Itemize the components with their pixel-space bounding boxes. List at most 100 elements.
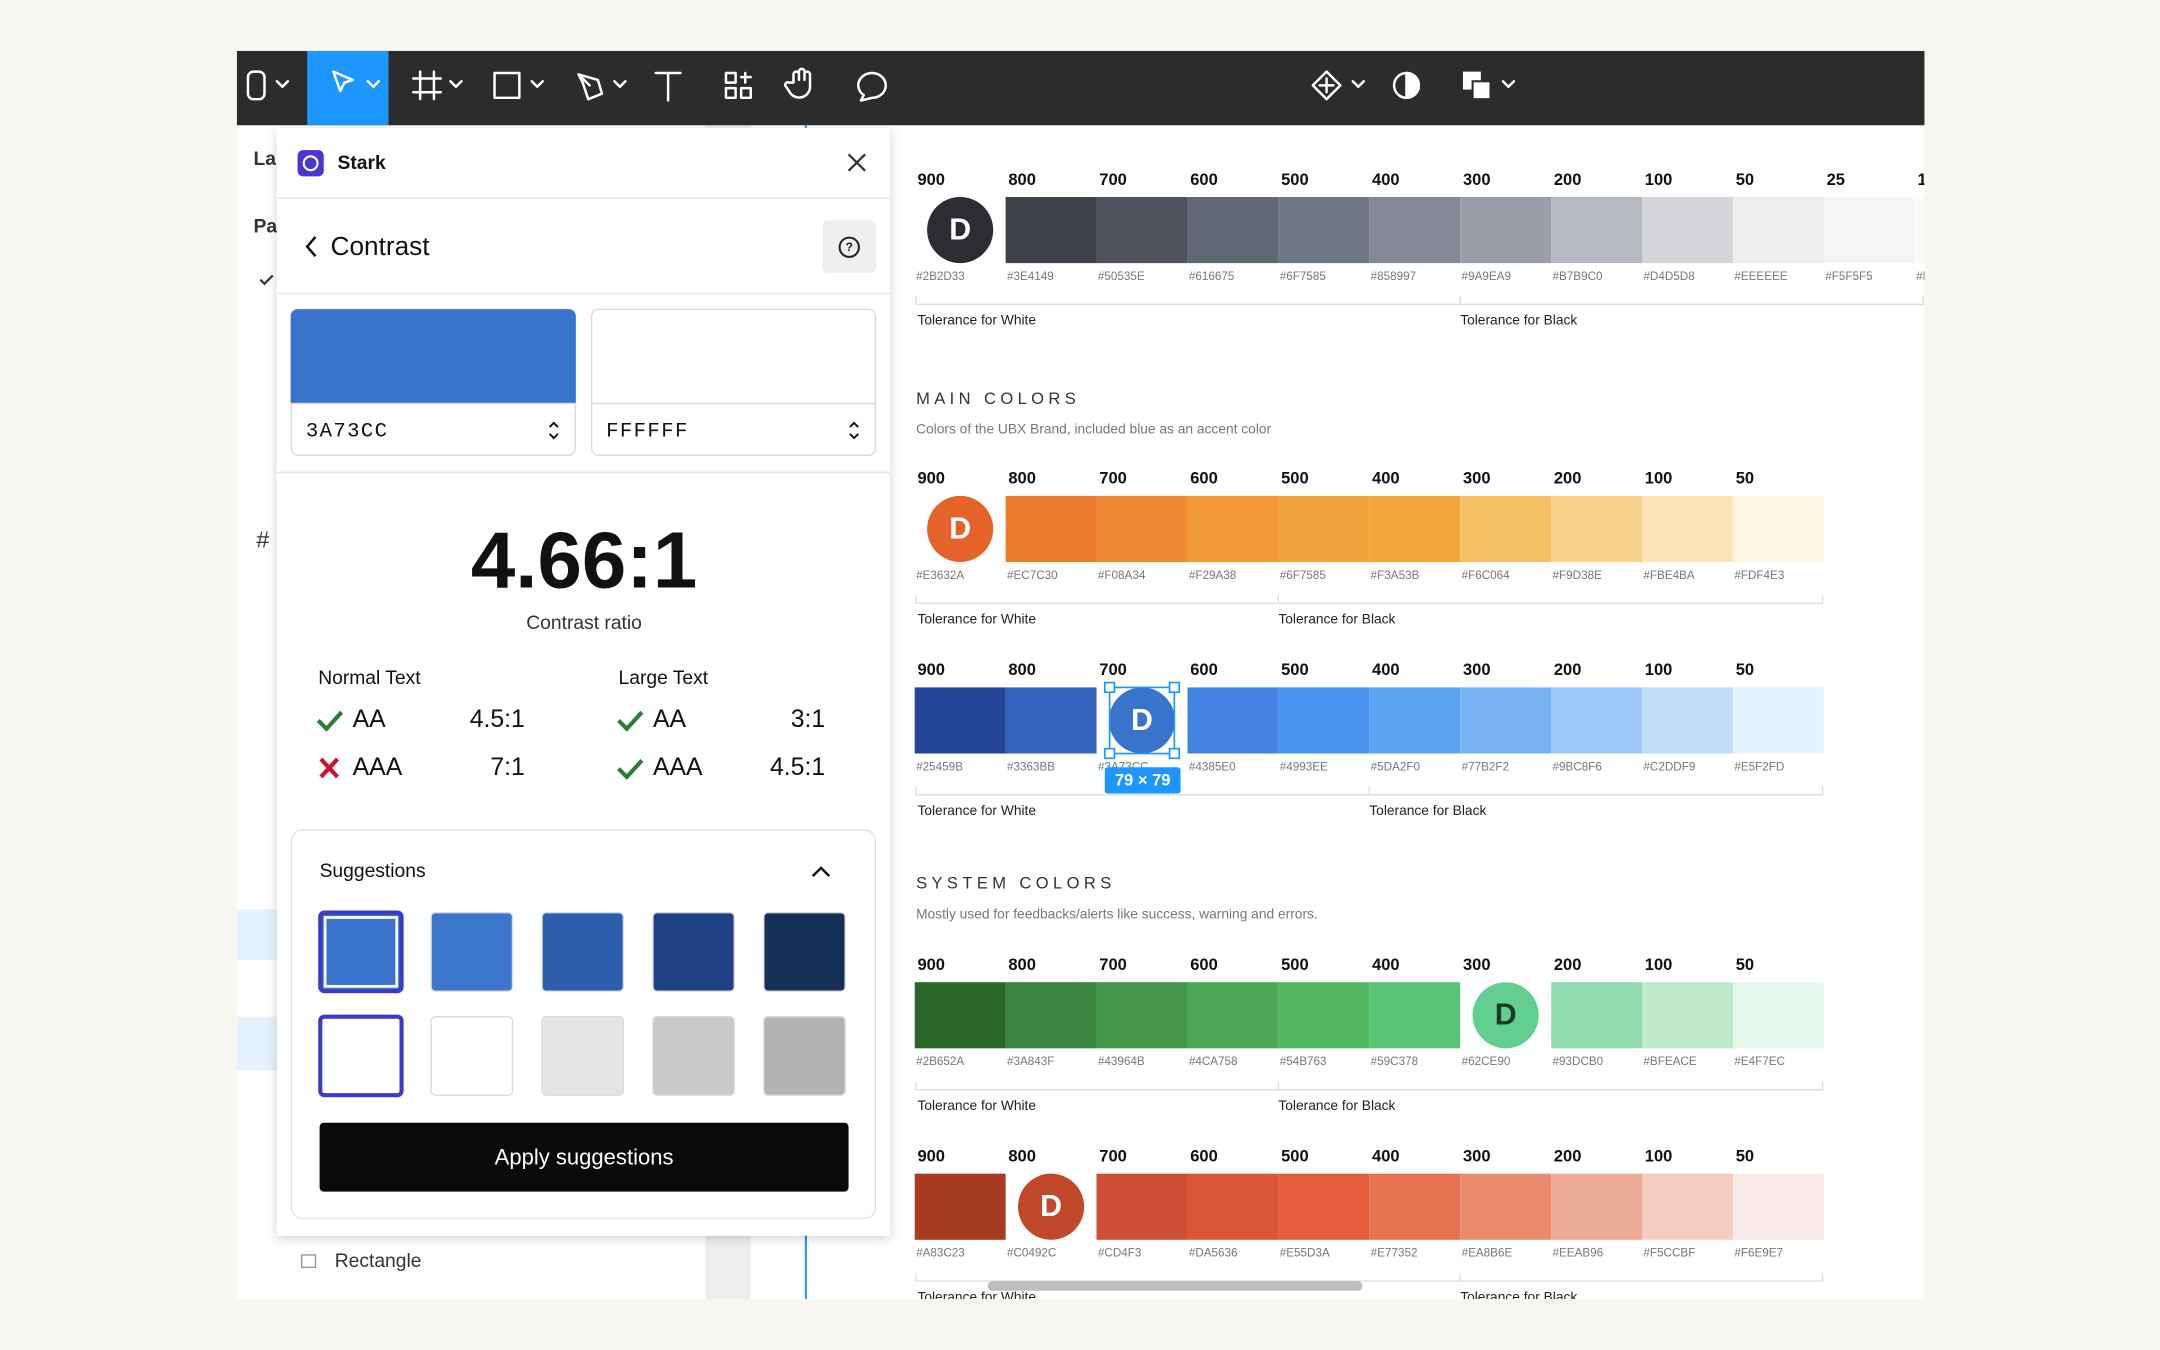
move-tool-active[interactable] [307,50,389,126]
hex-label: #858997 [1371,270,1417,283]
color-circle[interactable] [1108,687,1176,754]
swatch [1278,196,1370,264]
hex-label: #9BC8F6 [1553,760,1602,773]
level-ratio: 4.5:1 [770,754,825,781]
swatch [1369,982,1461,1049]
help-glyph: ? [845,240,853,254]
suggestion-swatch[interactable] [652,1015,735,1096]
shade-label: 500 [1281,955,1309,974]
background-hex[interactable]: FFFFFF [606,421,689,444]
swatch [914,982,1006,1049]
shade-label: 300 [1463,170,1491,189]
back-button[interactable] [305,236,317,258]
suggestion-swatch[interactable] [430,911,514,992]
swatch [914,687,1006,754]
fill-icon[interactable] [1471,80,1492,101]
hex-label: #59C378 [1371,1055,1418,1068]
hex-label: #F08A34 [1098,569,1146,582]
color-circle[interactable] [1018,1173,1085,1240]
hex-label: #2B652A [916,1055,964,1068]
contrast-ratio: 4.66:1 [471,515,697,604]
swatch [1278,495,1370,563]
hex-label: #B7B9C0 [1553,270,1604,283]
foreground-hex[interactable]: 3A73CC [306,421,389,444]
layer-highlight [236,909,279,961]
collapse-button[interactable] [811,866,831,877]
scrollbar[interactable] [987,1281,1363,1291]
background-box[interactable] [590,308,877,456]
suggestion-swatch[interactable] [763,1015,846,1096]
color-circle[interactable] [1472,982,1539,1049]
swatch [1187,982,1279,1049]
hex-label: #E77352 [1371,1247,1418,1260]
level: AA [653,706,687,733]
selection-handle[interactable] [1103,681,1116,694]
swatch [1642,1173,1733,1240]
hex-label: #6F7585 [1280,569,1327,582]
help-button[interactable] [822,220,877,273]
stepper[interactable] [849,421,859,440]
shade-label: 500 [1281,660,1309,679]
swatch [1187,196,1279,264]
hex-label: #5DA2F0 [1371,760,1421,773]
color-circle[interactable] [927,495,994,563]
hex-label: #93DCB0 [1553,1055,1604,1068]
swatch [1642,196,1733,264]
hex-label: #3A843F [1007,1055,1054,1068]
toolbar-icons[interactable] [246,67,1516,102]
stepper[interactable] [548,421,559,440]
apply-button[interactable] [319,1122,849,1192]
swatch [1460,495,1552,563]
group-title: Large Text [619,668,709,689]
hex-label: #EC7C30 [1007,569,1058,582]
hex-label: #F6E9E7 [1734,1247,1783,1260]
hex-label: #62CE90 [1462,1055,1511,1068]
swatch [1460,196,1552,264]
suggestion-swatch[interactable] [652,911,735,992]
suggestion-swatch[interactable] [763,911,846,992]
ratio-label: Contrast ratio [526,613,642,634]
hex-label: #FBE4BA [1643,569,1695,582]
level-ratio: 4.5:1 [470,706,525,733]
selection-handle[interactable] [1168,747,1181,760]
hex-label: #F3A53B [1371,569,1420,582]
tolerance-black: Tolerance for Black [1278,612,1395,627]
shade-label: 600 [1190,170,1218,189]
suggestion-swatch[interactable] [541,1015,625,1096]
level-ratio: 3:1 [791,706,825,733]
hex-label: #50535E [1098,270,1145,283]
app-icon-glyph [302,155,319,172]
circle-letter: D [1040,1190,1062,1223]
hex-label: #F29A38 [1189,569,1236,582]
selection-handle[interactable] [1168,681,1181,694]
selection-handle[interactable] [1103,747,1116,760]
color-circle[interactable] [927,196,994,264]
swatch [1096,196,1188,264]
swatch [914,1173,1006,1240]
hex-label: #C2DDF9 [1643,760,1695,773]
hex-label: #F5F5F5 [1825,270,1873,283]
layer-item[interactable]: Rectangle [335,1251,422,1272]
shade-label: 25 [1827,170,1845,189]
pages-label: Pa [253,216,277,237]
shade-label: 500 [1281,170,1309,189]
close-button[interactable] [847,153,866,172]
suggestion-swatch[interactable] [430,1015,514,1096]
shade-label: 10 [1918,170,1936,189]
hex-label: #BFEACE [1643,1055,1696,1068]
tolerance-white: Tolerance for White [917,1098,1036,1113]
shade-label: 700 [1099,469,1127,488]
hex-label: #DA5636 [1189,1247,1238,1260]
suggestion-swatch[interactable] [541,911,625,992]
hex-label: #54B763 [1280,1055,1327,1068]
group-title: Normal Text [318,668,421,689]
swatch [1187,687,1279,754]
layers-tab[interactable]: La [253,149,276,170]
swatch [1732,982,1824,1049]
frame-icon: # [256,527,269,553]
shade-label: 900 [917,660,945,679]
tolerance-white: Tolerance for White [917,612,1036,627]
swatch [1278,1173,1370,1240]
tolerance-line [915,1272,1824,1282]
